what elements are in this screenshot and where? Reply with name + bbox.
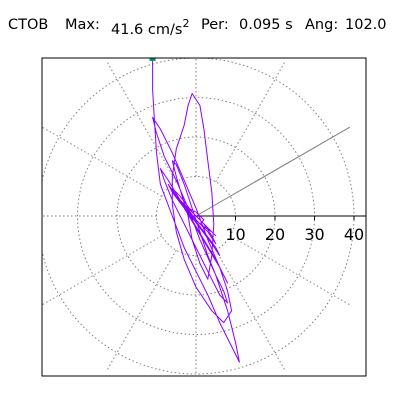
axis-layer: [195, 126, 366, 220]
period-value: 0.095 s: [239, 17, 293, 33]
tick-label-layer: 10 20 30 40: [225, 225, 364, 244]
radial-tick-label-30: 30: [304, 225, 324, 244]
radial-tick-label-10: 10: [225, 225, 245, 244]
trace-layer: [149, 58, 240, 363]
direction-line: [195, 126, 351, 217]
period-label: Per:: [201, 17, 229, 33]
radial-tick-label-40: 40: [344, 225, 364, 244]
header-bar: CTOB Max: 41.6 cm/s2 Per: 0.095 s Ang: 1…: [0, 0, 400, 56]
grid-spoke-210: [42, 235, 163, 306]
grid-spoke-240: [106, 249, 177, 371]
grid-spoke-300: [215, 249, 286, 371]
angle-label: Ang:: [305, 17, 339, 33]
max-value-exponent: 2: [182, 17, 190, 30]
max-value: 41.6 cm/s2: [111, 15, 189, 40]
radial-tick-label-20: 20: [265, 225, 285, 244]
grid-spoke-330: [229, 235, 351, 306]
max-value-text: 41.6 cm/s: [111, 21, 183, 38]
grid-spoke-150: [42, 126, 163, 197]
max-amplitude-marker: [149, 58, 156, 61]
grid-spoke-120: [106, 61, 177, 183]
grid-spoke-60: [215, 61, 286, 183]
angle-value: 102.0: [345, 17, 387, 33]
max-label: Max:: [65, 17, 100, 33]
plot-frame: [41, 57, 367, 377]
particle-motion-trace: [152, 58, 240, 363]
station-code: CTOB: [8, 17, 49, 33]
